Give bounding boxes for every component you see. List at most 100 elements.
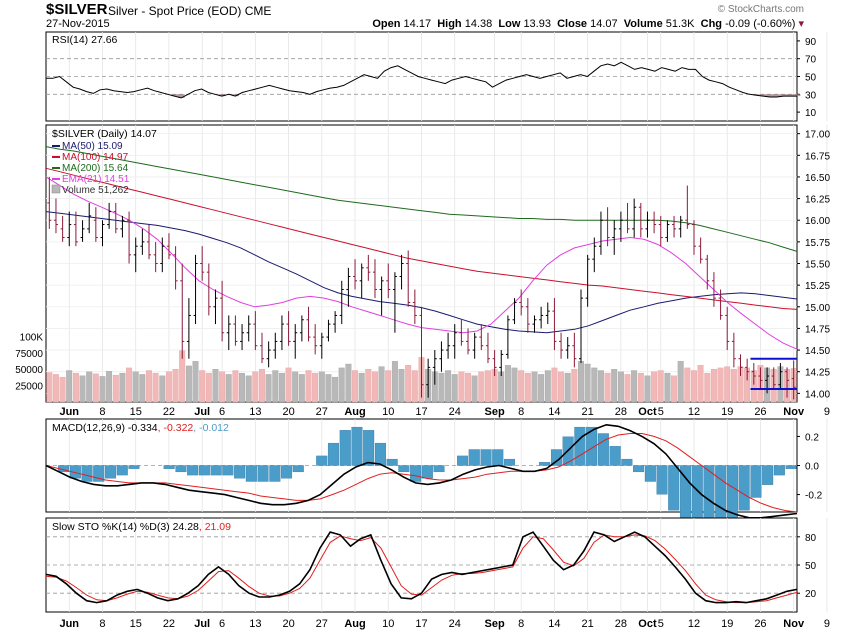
price-bar-100 [711, 272, 716, 307]
macd-hist-bar-20 [281, 465, 293, 479]
price-bar-47 [359, 263, 364, 299]
macd-hist-bar-12 [187, 465, 199, 476]
price-bar-5 [80, 220, 85, 242]
volume-bar-69 [504, 365, 511, 403]
volume-bar-16 [152, 372, 159, 403]
volume-bar-51 [385, 370, 392, 403]
sto-x-label-12: 24 [449, 618, 461, 630]
price-bar-109 [771, 367, 776, 390]
volume-bar-3 [66, 370, 73, 403]
price-bar-87 [625, 202, 630, 234]
chart-name: Silver - Spot Price (EOD) CME [108, 4, 271, 18]
macd-hist-bar-32 [421, 465, 433, 479]
sto-x-label-13: Sep [485, 618, 505, 630]
macd-legend-signal: , -0.322 [158, 422, 194, 434]
sto-x-label-5: 6 [219, 618, 225, 630]
macd-hist-bar-26 [351, 426, 363, 466]
volume-label: Volume [623, 18, 663, 30]
price-x-label-12: 24 [449, 406, 461, 418]
price-bar-16 [153, 241, 158, 273]
volume-bar-72 [524, 372, 531, 403]
volume-bar-19 [172, 369, 179, 403]
sto-x-label-18: Oct [638, 618, 657, 630]
chg-label: Chg [700, 18, 723, 30]
price-bar-102 [725, 306, 730, 351]
volume-bar-38 [298, 374, 305, 403]
price-bar-101 [718, 289, 723, 320]
price-bar-13 [133, 237, 138, 273]
rsi-y-tick-label-2: 50 [805, 73, 817, 84]
price-bar-35 [279, 315, 284, 351]
rsi-line [46, 61, 797, 99]
volume-bar-95 [677, 361, 684, 403]
price-x-label-21: 19 [721, 406, 733, 418]
macd-hist-bar-18 [257, 465, 269, 482]
price-bar-1 [53, 198, 58, 234]
sto-x-label-20: 12 [688, 618, 700, 630]
volume-bar-45 [345, 363, 352, 403]
price-x-label-20: 12 [688, 406, 700, 418]
price-x-label-7: 20 [282, 406, 294, 418]
macd-hist-bar-61 [762, 465, 774, 485]
volume-bar-28 [232, 370, 239, 403]
sto-x-label-11: 17 [415, 618, 427, 630]
exchange-name: CME [244, 4, 272, 18]
volume-bar-7 [92, 373, 99, 403]
price-x-label-1: 8 [99, 406, 105, 418]
price-bar-50 [379, 276, 384, 316]
price-y-tick-label-3: 14.75 [805, 324, 830, 335]
volume-bar-14 [139, 374, 146, 403]
volume-bar-5 [79, 375, 86, 403]
price-bar-69 [505, 315, 510, 359]
volume-bar-10 [112, 374, 119, 403]
volume-bar-87 [624, 374, 631, 403]
volume-bar-24 [205, 372, 212, 403]
macd-hist-bar-4 [93, 465, 105, 482]
volume-bar-31 [252, 371, 259, 403]
volume-bar-42 [325, 374, 332, 403]
price-bar-68 [499, 350, 504, 377]
price-x-label-15: 14 [548, 406, 560, 418]
price-bar-62 [459, 319, 464, 346]
sto-x-label-0: Jun [59, 618, 79, 630]
price-bar-56 [419, 306, 424, 398]
legend-label-1: MA(100) 14.97 [62, 152, 129, 163]
macd-hist-bar-38 [492, 449, 504, 466]
price-bar-64 [472, 332, 477, 359]
price-bar-111 [785, 367, 790, 398]
price-y-tick-label-10: 16.50 [805, 173, 830, 184]
volume-bar-48 [365, 369, 372, 403]
sto-x-label-9: Aug [344, 618, 365, 630]
price-bar-9 [107, 202, 112, 229]
volume-bar-33 [265, 374, 272, 403]
price-bar-72 [525, 298, 530, 333]
volume-bar-46 [352, 370, 358, 403]
price-x-label-0: Jun [59, 406, 79, 418]
volume-bar-27 [225, 374, 232, 403]
price-bar-96 [685, 185, 690, 229]
price-bar-97 [691, 220, 696, 255]
volume-bar-83 [597, 370, 604, 403]
volume-bar-11 [119, 372, 126, 403]
price-bar-71 [519, 289, 524, 316]
low-value: 13.93 [523, 18, 551, 30]
price-y-tick-label-5: 15.25 [805, 281, 830, 292]
volume-bar-23 [199, 370, 206, 403]
price-bar-107 [758, 367, 763, 390]
macd-hist-bar-51 [644, 465, 656, 482]
volume-bar-99 [704, 372, 711, 403]
volume-bar-92 [657, 370, 664, 403]
price-bar-112 [791, 360, 796, 400]
price-bar-74 [539, 306, 544, 329]
price-bar-92 [658, 215, 663, 247]
macd-hist-bar-19 [269, 465, 281, 482]
volume-bar-82 [591, 367, 598, 403]
volume-bar-40 [312, 372, 319, 403]
sto-x-label-17: 28 [615, 618, 627, 630]
volume-bar-68 [498, 371, 505, 403]
rsi-oversold-fill [171, 94, 801, 98]
brand-link[interactable]: © StockCharts.com [717, 4, 804, 15]
price-bar-79 [572, 332, 577, 368]
price-bar-82 [592, 237, 597, 273]
price-y-tick-label-8: 16.00 [805, 216, 830, 227]
